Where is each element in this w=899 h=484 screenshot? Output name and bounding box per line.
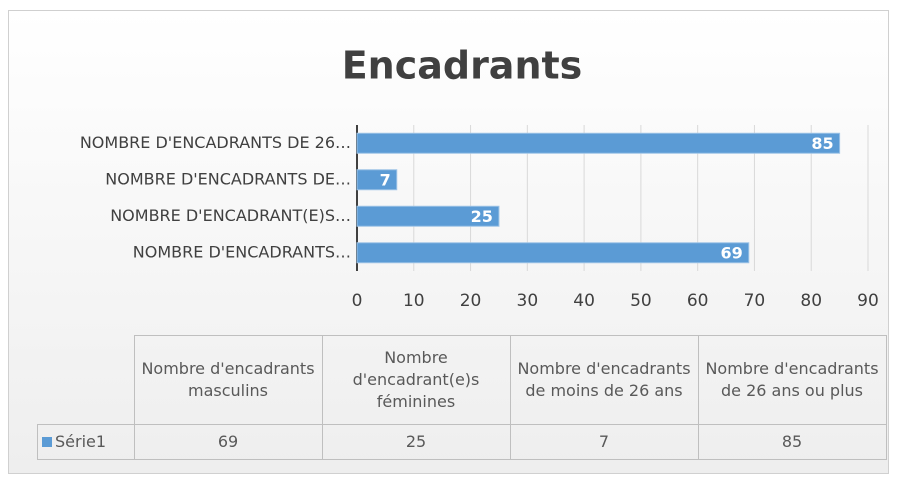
table-header-cell: Nombre d'encadrants de 26 ans ou plus: [697, 335, 887, 425]
x-tick-label: 60: [687, 291, 709, 311]
table-header-row: Nombre d'encadrants masculins Nombre d'en…: [37, 335, 887, 425]
x-tick-label: 40: [573, 291, 595, 311]
table-header-cell: Nombre d'encadrants masculins: [133, 335, 323, 425]
table-value-cell: 7: [509, 424, 699, 460]
data-label: 25: [471, 207, 493, 226]
legend-cell: Série1: [37, 424, 135, 460]
legend-label: Série1: [55, 432, 107, 451]
table-value-cell: 69: [133, 424, 323, 460]
blank-cell: [37, 335, 135, 425]
x-tick-label: 90: [857, 291, 879, 311]
data-label: 85: [811, 134, 833, 153]
table-value-cell: 25: [321, 424, 511, 460]
data-label: 69: [721, 243, 743, 262]
x-tick-label: 30: [517, 291, 539, 311]
bar: [356, 242, 750, 264]
data-label: 7: [380, 170, 391, 189]
legend-key: [42, 437, 52, 447]
bar: [356, 205, 500, 227]
chart-title: Encadrants: [342, 44, 583, 88]
bar: [356, 169, 398, 191]
x-tick-label: 20: [460, 291, 482, 311]
x-tick-label: 50: [630, 291, 652, 311]
x-tick-label: 0: [352, 291, 363, 311]
table-header-cell: Nombre d'encadrant(e)s féminines: [321, 335, 511, 425]
y-tick-label: NOMBRE D'ENCADRANTS DE…: [105, 169, 351, 188]
table-value-cell: 85: [697, 424, 887, 460]
bar: [356, 132, 841, 154]
y-tick-label: NOMBRE D'ENCADRANTS DE 26…: [80, 133, 351, 152]
x-tick-label: 80: [800, 291, 822, 311]
table-header-cell: Nombre d'encadrants de moins de 26 ans: [509, 335, 699, 425]
x-tick-label: 10: [403, 291, 425, 311]
data-table: Nombre d'encadrants masculins Nombre d'en…: [37, 335, 887, 460]
table-value-row: Série1 69 25 7 85: [37, 424, 887, 460]
y-tick-label: NOMBRE D'ENCADRANT(E)S…: [110, 206, 351, 225]
y-tick-label: NOMBRE D'ENCADRANTS…: [133, 242, 351, 261]
x-tick-label: 70: [744, 291, 766, 311]
